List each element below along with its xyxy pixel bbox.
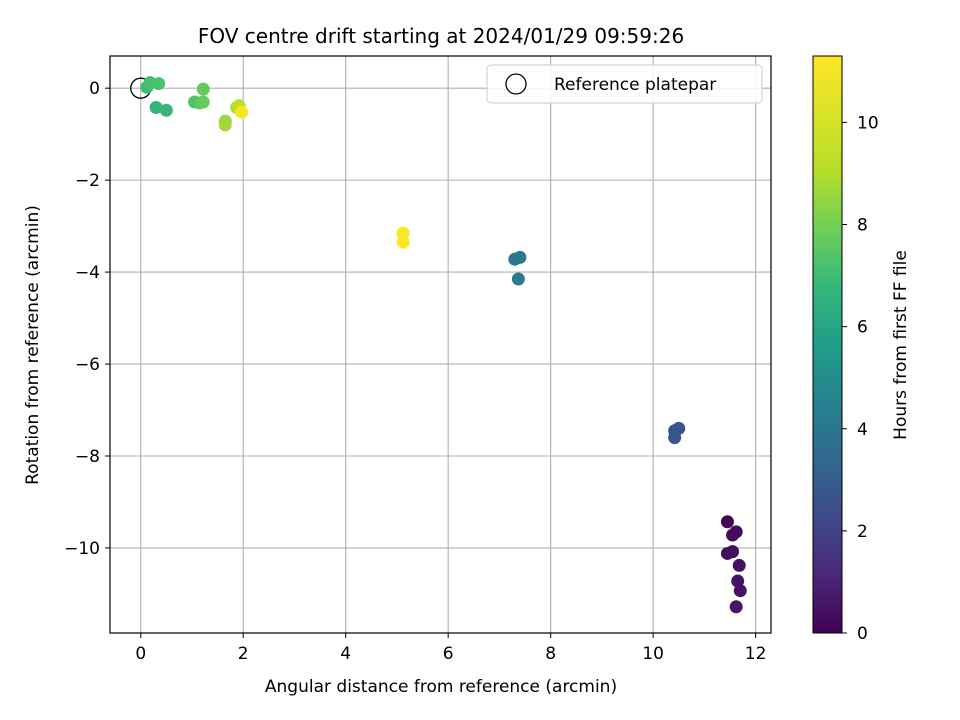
y-tick-label: 0 [89,79,100,99]
data-point [729,525,743,539]
data-point [513,250,527,264]
data-point [196,95,210,109]
plot-frame [109,55,772,634]
x-tick-label: 12 [745,644,767,664]
y-tick-label: −10 [64,539,100,559]
y-axis-ticks: 0 −2 −4 −6 −8 −10 [64,79,110,559]
colorbar-tick-label: 4 [857,420,868,440]
chart-title: FOV centre drift starting at 2024/01/29 … [198,24,684,48]
data-point [511,272,525,286]
x-tick-label: 0 [135,644,146,664]
x-tick-label: 8 [545,644,556,664]
data-point [396,235,410,249]
x-tick-label: 6 [443,644,454,664]
colorbar-tick-label: 2 [857,522,868,542]
grid [110,56,771,633]
x-tick-label: 4 [340,644,351,664]
y-tick-label: −6 [75,355,100,375]
data-point [732,558,746,572]
data-point [235,105,249,119]
data-point [218,118,232,132]
colorbar-gradient [812,55,843,634]
x-axis-label: Angular distance from reference (arcmin) [265,677,617,697]
data-point [733,584,747,598]
data-point [159,103,173,117]
x-axis-ticks: 0 2 4 6 8 10 12 [135,633,766,664]
legend-marker-reference [505,73,527,95]
colorbar-label: Hours from first FF file [891,250,911,440]
colorbar-tick-label: 6 [857,318,868,338]
data-points [130,76,747,614]
data-point [149,100,163,114]
data-point [729,600,743,614]
y-tick-label: −8 [75,447,100,467]
x-tick-label: 2 [238,644,249,664]
y-axis-label: Rotation from reference (arcmin) [23,205,43,485]
colorbar: 0 2 4 6 8 10 Hours from first FF file [812,55,911,644]
y-tick-label: −2 [75,171,100,191]
data-point [726,545,740,559]
colorbar-tick-label: 10 [857,113,879,133]
colorbar-ticks: 0 2 4 6 8 10 [842,113,879,644]
data-point [152,77,166,91]
y-tick-label: −4 [75,263,100,283]
legend-entry-reference: Reference platepar [554,75,716,95]
x-tick-label: 10 [642,644,664,664]
data-point [396,226,410,240]
legend-box [486,64,763,104]
data-point [196,82,210,96]
plot-area: 0 2 4 6 8 10 12 0 −2 −4 −6 −8 −10 [64,55,772,664]
legend: Reference platepar [486,64,763,104]
colorbar-tick-label: 8 [857,216,868,236]
data-point [720,515,734,529]
colorbar-tick-label: 0 [857,624,868,644]
data-point [668,431,682,445]
